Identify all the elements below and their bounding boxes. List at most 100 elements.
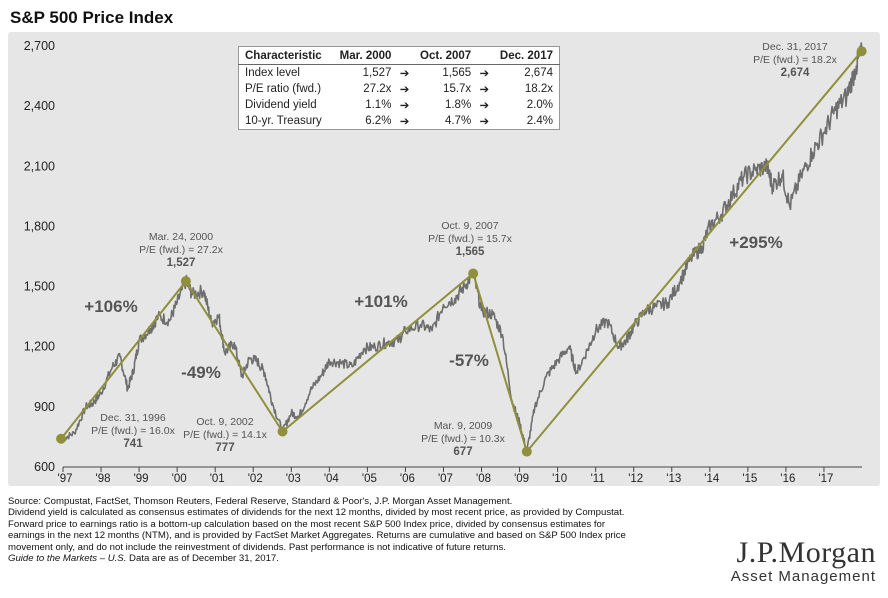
point-annotation: Oct. 9, 2007	[441, 220, 498, 232]
trend-point	[277, 426, 288, 437]
x-tick-label: '02	[248, 473, 263, 485]
x-tick-label: '97	[58, 473, 73, 485]
table-cell: 1.1%	[365, 99, 392, 111]
x-tick-label: '00	[172, 473, 187, 485]
x-tick-label: '16	[780, 473, 795, 485]
point-annotation: Dec. 31, 1996	[100, 412, 166, 424]
table-header: Mar. 2000	[331, 46, 398, 65]
footnote-line: Source: Compustat, FactSet, Thomson Reut…	[8, 496, 513, 507]
y-tick-label: 2,700	[24, 39, 55, 53]
x-tick-label: '14	[704, 473, 720, 485]
arrow-icon: ➔	[399, 84, 410, 96]
x-tick-label: '98	[96, 473, 111, 485]
y-tick-label: 1,500	[24, 280, 55, 294]
point-annotation: P/E (fwd.) = 18.2x	[753, 54, 837, 66]
y-tick-label: 2,100	[24, 159, 55, 173]
x-tick-label: '05	[362, 473, 377, 485]
x-tick-label: '07	[438, 473, 453, 485]
chart-title: S&P 500 Price Index	[10, 8, 174, 27]
point-annotation: 777	[215, 442, 234, 454]
footnote-line: Forward price to earnings ratio is a bot…	[8, 518, 606, 530]
point-annotation: 677	[453, 446, 472, 458]
point-annotation: Mar. 24, 2000	[149, 231, 213, 243]
trend-point	[468, 268, 479, 279]
table-cell: 15.7x	[443, 83, 472, 95]
y-tick-label: 900	[34, 400, 55, 414]
percent-change-label: -49%	[181, 363, 221, 382]
x-tick-label: '15	[742, 473, 757, 485]
arrow-icon: ➔	[399, 100, 410, 112]
point-annotation: P/E (fwd.) = 14.1x	[183, 429, 267, 441]
table-cell: 1,527	[362, 67, 392, 79]
row-label: P/E ratio (fwd.)	[245, 83, 322, 95]
x-tick-label: '13	[666, 473, 681, 485]
x-tick-label: '10	[552, 473, 567, 485]
x-tick-label: '09	[514, 473, 529, 485]
arrow-icon: ➔	[399, 116, 410, 128]
logo-subtitle: Asset Management	[730, 568, 876, 585]
footnotes: Source: Compustat, FactSet, Thomson Reut…	[8, 496, 708, 564]
arrow-icon: ➔	[479, 100, 490, 112]
trend-point	[56, 433, 67, 444]
row-label: Index level	[245, 67, 300, 79]
point-annotation: P/E (fwd.) = 27.2x	[139, 244, 223, 256]
point-annotation: P/E (fwd.) = 10.3x	[421, 433, 505, 445]
percent-change-label: +295%	[729, 233, 782, 252]
percent-change-label: +106%	[84, 297, 137, 316]
table-cell: 2.0%	[526, 99, 553, 111]
point-annotation: 1,527	[167, 257, 196, 269]
point-annotation: 741	[123, 438, 143, 450]
x-tick-label: '04	[324, 473, 340, 485]
point-annotation: 1,565	[456, 246, 485, 258]
logo-name: J.P.Morgan	[736, 536, 876, 569]
y-tick-label: 600	[34, 460, 55, 474]
point-annotation: 2,674	[781, 67, 810, 79]
y-tick-label: 1,200	[24, 340, 55, 354]
footnote-line: earnings in the next 12 months (NTM), an…	[8, 530, 626, 542]
table-row: 10-yr. Treasury 6.2% ➔ 4.7% ➔ 2.4%	[239, 113, 560, 130]
trend-point	[856, 46, 867, 57]
x-tick-label: '03	[286, 473, 301, 485]
x-tick-label: '12	[628, 473, 643, 485]
x-tick-label: '01	[210, 473, 225, 485]
x-tick-label: '99	[134, 473, 149, 485]
x-tick-label: '11	[591, 473, 605, 485]
jpmorgan-logo: J.P.Morgan Asset Management	[731, 538, 876, 586]
characteristics-table: Characteristic Mar. 2000 Oct. 2007 Dec. …	[238, 46, 560, 130]
y-tick-label: 1,800	[24, 219, 55, 233]
point-annotation: P/E (fwd.) = 16.0x	[91, 425, 175, 437]
data-date: Data are as of December 31, 2017.	[126, 553, 279, 565]
x-tick-label: '06	[400, 473, 415, 485]
trend-point	[180, 276, 191, 287]
y-tick-label: 2,400	[24, 99, 55, 113]
table-cell: 2.4%	[526, 115, 553, 127]
table-cell: 4.7%	[444, 115, 472, 127]
table-cell: 2,674	[524, 67, 553, 79]
percent-change-label: -57%	[449, 351, 489, 370]
footnote-line: movement only, and do not include the re…	[8, 541, 506, 553]
table-cell: 1.8%	[444, 99, 472, 111]
arrow-icon: ➔	[479, 68, 490, 80]
point-annotation: Mar. 9, 2009	[434, 420, 493, 432]
point-annotation: Dec. 31, 2017	[762, 41, 828, 53]
table-cell: 6.2%	[365, 115, 392, 127]
table-row: P/E ratio (fwd.) 27.2x ➔ 15.7x ➔ 18.2x	[239, 81, 560, 97]
table-header: Characteristic	[238, 46, 332, 65]
table-header: Oct. 2007	[411, 46, 478, 65]
table-header-row: Characteristic Mar. 2000 Oct. 2007 Dec. …	[238, 46, 560, 65]
row-label: Dividend yield	[245, 99, 317, 111]
x-tick-label: '17	[818, 473, 833, 485]
table-row: Dividend yield 1.1% ➔ 1.8% ➔ 2.0%	[239, 97, 560, 113]
arrow-icon: ➔	[479, 84, 490, 96]
table-cell: 18.2x	[524, 83, 553, 95]
guide-title: Guide to the Markets – U.S.	[8, 553, 127, 565]
table-row: Index level 1,527 ➔ 1,565 ➔ 2,674	[239, 65, 560, 82]
x-tick-label: '08	[476, 473, 491, 485]
footnote-line: Guide to the Markets – U.S. Data are as …	[8, 553, 708, 564]
trend-point	[521, 446, 532, 457]
table-cell: 27.2x	[363, 83, 392, 95]
percent-change-label: +101%	[354, 292, 407, 311]
trend-line	[60, 50, 863, 454]
row-label: 10-yr. Treasury	[245, 115, 322, 127]
